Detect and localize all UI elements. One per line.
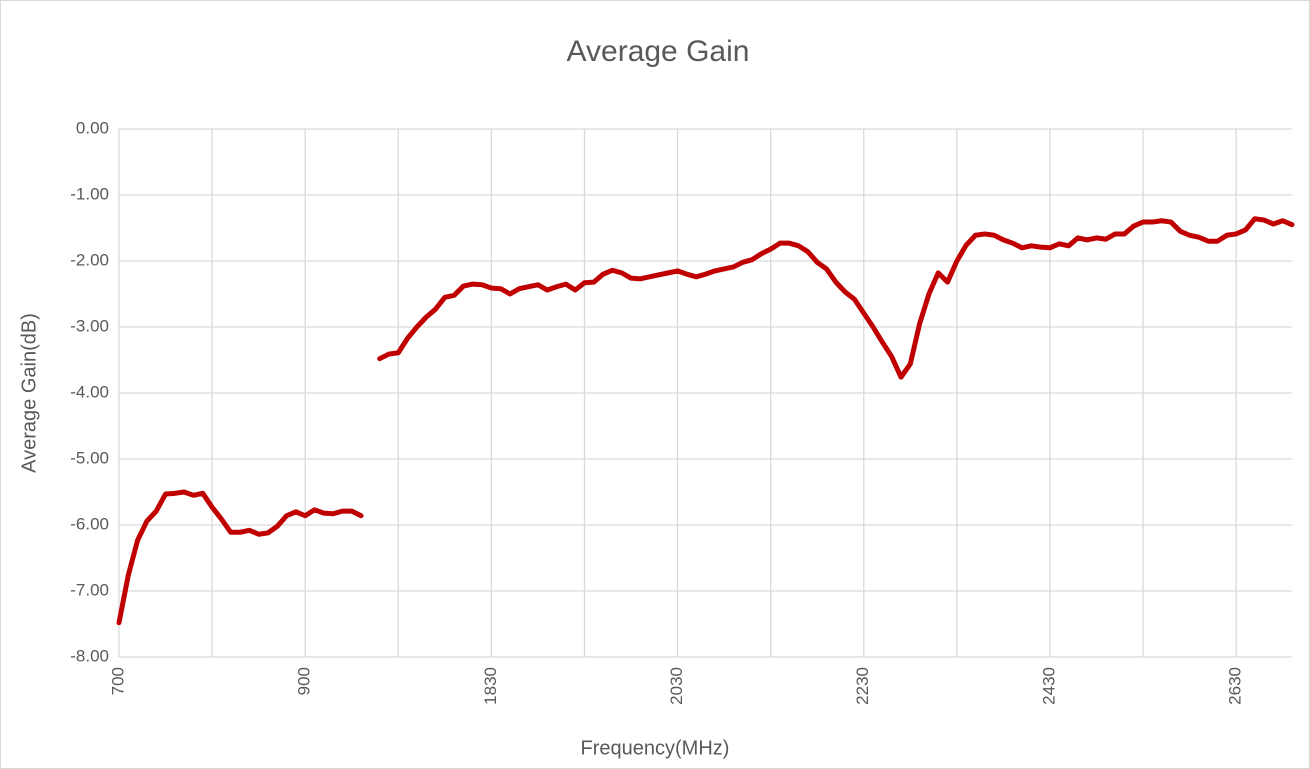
x-axis-label: Frequency(MHz) xyxy=(581,737,730,759)
x-tick-label: 2230 xyxy=(853,667,872,705)
x-tick-label: 2630 xyxy=(1226,667,1245,705)
x-tick-label: 900 xyxy=(295,667,314,695)
x-tick-label: 700 xyxy=(108,667,127,695)
y-tick-label: -8.00 xyxy=(70,646,109,665)
y-tick-label: -6.00 xyxy=(70,514,109,533)
y-tick-label: -2.00 xyxy=(70,250,109,269)
y-tick-label: 0.00 xyxy=(76,118,109,137)
chart-title: Average Gain xyxy=(567,35,750,68)
y-axis-label: Average Gain(dB) xyxy=(18,313,40,473)
y-tick-label: -3.00 xyxy=(70,316,109,335)
y-tick-label: -5.00 xyxy=(70,448,109,467)
x-tick-label: 1830 xyxy=(481,667,500,705)
y-tick-label: -4.00 xyxy=(70,382,109,401)
data-line xyxy=(116,216,1295,626)
y-tick-label: -1.00 xyxy=(70,184,109,203)
x-tick-label: 2030 xyxy=(667,667,686,705)
y-tick-label: -7.00 xyxy=(70,580,109,599)
x-tick-label: 2430 xyxy=(1039,667,1058,705)
